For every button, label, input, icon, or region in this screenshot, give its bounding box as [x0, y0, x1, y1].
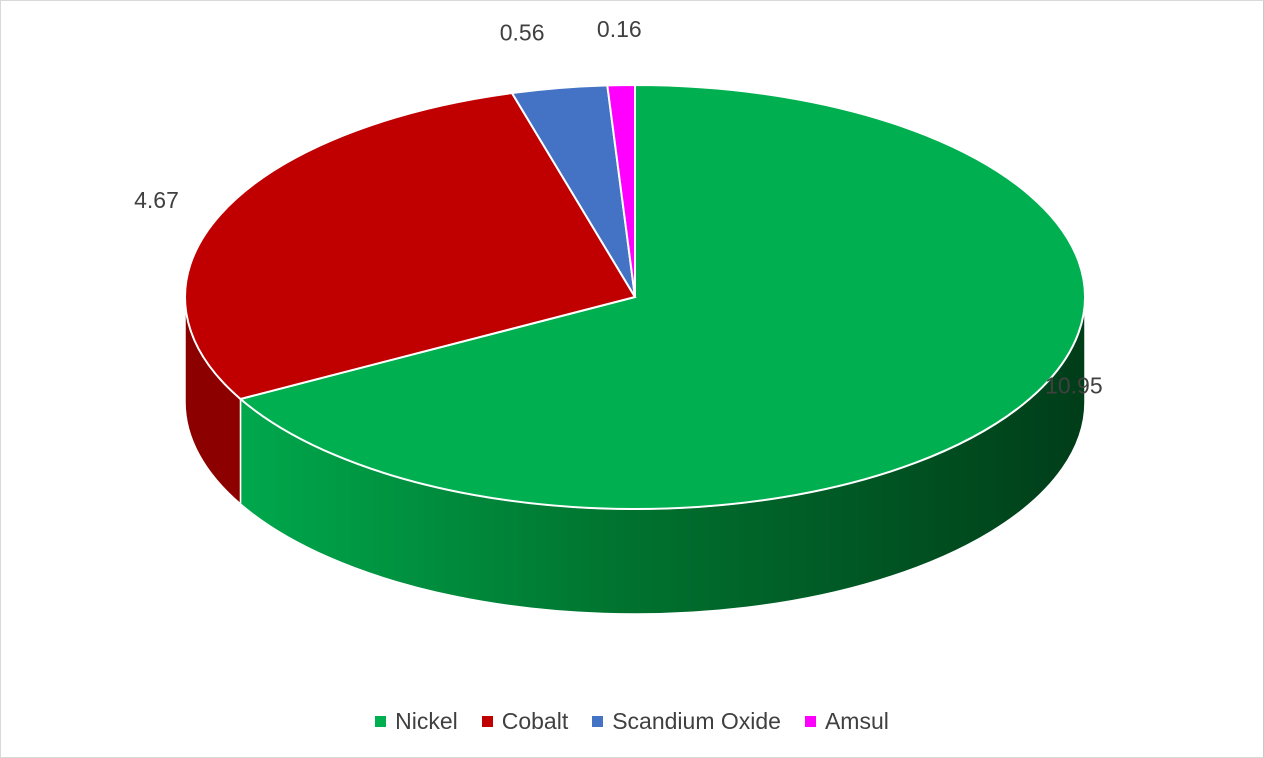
data-label-cobalt: 4.67 [134, 187, 179, 213]
legend-swatch-nickel [375, 715, 387, 727]
legend-label-scandium-oxide: Scandium Oxide [612, 707, 781, 734]
legend-label-cobalt: Cobalt [501, 707, 569, 734]
legend-swatch-amsul [804, 715, 816, 727]
legend-item-scandium-oxide[interactable]: Scandium Oxide [592, 708, 781, 735]
legend-item-amsul[interactable]: Amsul [804, 707, 889, 735]
legend-label-nickel: Nickel [395, 707, 458, 734]
legend: Nickel Cobalt Scandium Oxide Amsul [0, 706, 1264, 736]
pie-slice-cobalt[interactable] [184, 91, 637, 401]
data-label-nickel: 10.95 [1045, 372, 1103, 398]
data-labels: 10.95 4.67 0.56 0.16 [134, 16, 1103, 398]
legend-item-cobalt[interactable]: Cobalt [481, 707, 569, 735]
pie-slices [184, 83, 1086, 510]
data-label-scandium-oxide: 0.56 [500, 20, 545, 46]
pie-slice-nickel[interactable] [238, 83, 1086, 510]
legend-swatch-scandium-oxide [592, 715, 604, 727]
pie-chart: 10.95 4.67 0.56 0.16 [134, 16, 1103, 615]
data-label-amsul: 0.16 [597, 16, 642, 42]
legend-swatch-cobalt [481, 715, 493, 727]
legend-item-nickel[interactable]: Nickel [375, 708, 458, 735]
pie-slice-amsul[interactable] [606, 83, 636, 298]
legend-label-amsul: Amsul [824, 707, 889, 734]
